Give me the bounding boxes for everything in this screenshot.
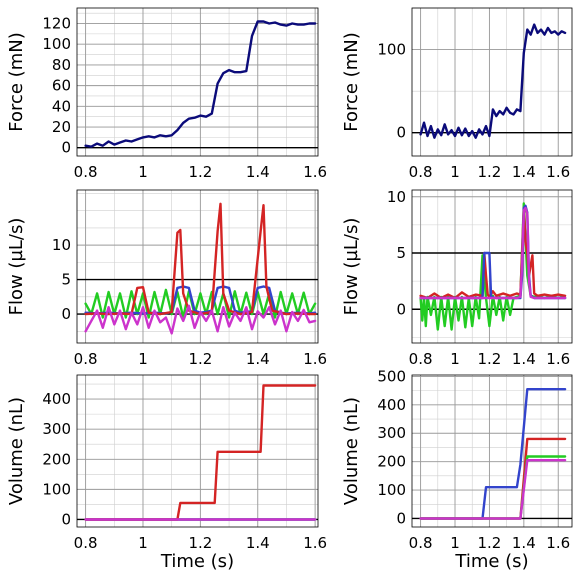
y-tick-label: 200 [377,453,406,471]
x-tick-label: 1.4 [246,534,270,552]
x-tick-label: 1.2 [477,534,501,552]
y-tick-label: 40 [52,97,71,115]
y-axis-label: Volume (nL) [341,397,362,505]
y-axis-label: Flow (µL/s) [6,218,27,316]
y-tick-label: 5 [396,244,406,262]
x-tick-label: 0.8 [74,534,98,552]
chart-panel-5: 0.8 1 1.2 1.4 1.6 0 100 200 300 400 Volume (nL) Tim… [6,374,327,570]
y-tick-label: 80 [52,56,71,74]
x-tick-label: 1.2 [188,534,212,552]
x-tick-label: 1.6 [546,163,570,181]
x-tick-label: 1 [450,163,460,181]
chart-panel-4: 0.8 1 1.2 1.4 1.6 0 5 10 Flow (µL/s) [341,188,573,368]
series-line-4 [84,304,317,335]
y-tick-label: 60 [52,77,71,95]
y-tick-label: 100 [42,35,71,53]
series-line-1 [419,23,567,139]
x-tick-label: 1.6 [303,534,327,552]
y-tick-label: 120 [42,15,71,33]
x-tick-label: 1.6 [546,534,570,552]
y-tick-label: 0 [61,305,71,323]
series-line-1 [84,20,317,148]
x-tick-label: 1.4 [512,534,536,552]
x-tick-label: 0.8 [409,350,433,368]
y-tick-label: 10 [387,188,406,206]
y-tick-label: 300 [377,424,406,442]
x-tick-label: 1.2 [477,163,501,181]
x-tick-label: 1.6 [303,163,327,181]
series-line-4 [419,206,567,300]
x-tick-label: 1.2 [477,350,501,368]
x-tick-label: 1.6 [546,350,570,368]
x-tick-label: 0.8 [74,350,98,368]
y-tick-label: 0 [61,510,71,528]
series-line-3 [84,202,317,316]
y-tick-label: 5 [61,271,71,289]
y-tick-label: 500 [377,367,406,385]
plot-frame [76,7,319,157]
y-axis-label: Flow (µL/s) [341,218,362,316]
y-tick-label: 0 [396,509,406,527]
x-tick-label: 0.8 [409,534,433,552]
chart-panel-1: 0.8 1 1.2 1.4 1.6 0 20 40 60 80 100 120 Force (mN) [6,7,327,181]
plot-frame [76,374,319,528]
x-tick-label: 1.4 [246,163,270,181]
x-tick-label: 1.6 [303,350,327,368]
y-tick-label: 300 [42,420,71,438]
x-tick-label: 1 [138,350,148,368]
x-tick-label: 1 [138,534,148,552]
y-tick-label: 400 [377,396,406,414]
y-tick-label: 100 [42,480,71,498]
y-tick-label: 400 [42,390,71,408]
x-tick-label: 1.4 [246,350,270,368]
y-axis-label: Force (mN) [341,32,362,131]
series-line-3 [419,204,567,300]
chart-panel-2: 0.8 1 1.2 1.4 1.6 0 100 Force (mN) [341,7,573,181]
series-line-2 [419,437,567,520]
y-tick-label: 200 [42,450,71,468]
plot-frame [411,7,573,157]
y-tick-label: 0 [396,300,406,318]
chart-panel-3: 0.8 1 1.2 1.4 1.6 0 5 10 Flow (µL/s) [6,189,327,368]
x-tick-label: 1.4 [512,350,536,368]
plot-frame [76,189,319,344]
x-tick-label: 1.2 [188,350,212,368]
plot-frame [411,189,573,344]
x-axis-label: Time (s) [454,551,528,570]
series-line-1 [84,288,317,319]
y-axis-label: Force (mN) [6,32,27,131]
x-tick-label: 0.8 [409,163,433,181]
y-tick-label: 100 [377,481,406,499]
series-line-1 [419,202,567,331]
x-tick-label: 0.8 [74,163,98,181]
y-axis-label: Volume (nL) [6,397,27,505]
y-tick-label: 0 [61,139,71,157]
plot-frame [411,374,573,528]
x-tick-label: 1.4 [512,163,536,181]
x-tick-label: 1 [450,534,460,552]
x-tick-label: 1 [450,350,460,368]
y-tick-label: 20 [52,118,71,136]
chart-panel-6: 0.8 1 1.2 1.4 1.6 0 100 200 300 400 500 Volume (nL)… [341,367,573,570]
x-axis-label: Time (s) [160,551,234,570]
x-tick-label: 1.2 [188,163,212,181]
series-line-1 [419,388,567,520]
series-line-3 [84,384,317,521]
y-tick-label: 100 [377,41,406,59]
y-tick-label: 10 [52,236,71,254]
series-line-4 [419,459,567,520]
y-tick-label: 0 [396,124,406,142]
x-tick-label: 1 [138,163,148,181]
